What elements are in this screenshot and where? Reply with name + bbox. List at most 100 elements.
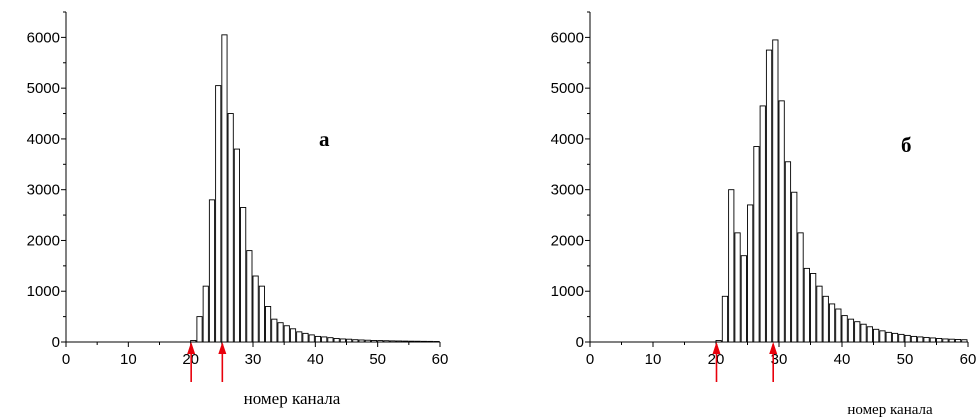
histogram-bar: [942, 338, 949, 343]
histogram-bar: [190, 340, 197, 343]
histogram-bar: [715, 340, 722, 343]
histogram-bar: [296, 331, 303, 343]
histogram-bar: [352, 339, 359, 343]
y-tick-label: 2000: [27, 232, 60, 249]
y-tick-label: 4000: [27, 131, 60, 148]
histogram-bar: [277, 322, 284, 343]
panel-label: б: [901, 133, 912, 157]
histogram-bar: [221, 34, 228, 343]
histogram-bar: [327, 337, 334, 343]
x-tick-label: 30: [771, 351, 788, 368]
histogram-bar: [904, 334, 911, 343]
histogram-bar: [728, 189, 735, 343]
y-tick-label: 2000: [551, 232, 584, 249]
x-tick-label: 30: [245, 351, 262, 368]
histogram-bar: [364, 339, 371, 343]
x-tick-label: 40: [834, 351, 851, 368]
histogram-bar: [740, 255, 747, 343]
y-tick-label: 3000: [27, 182, 60, 199]
histogram-bar: [370, 340, 378, 343]
histogram-bar: [289, 328, 297, 343]
histogram-bar: [753, 146, 760, 343]
x-tick-label: 0: [586, 351, 594, 368]
histogram-bar: [358, 339, 365, 343]
y-tick-label: 5000: [27, 80, 60, 97]
histogram-bar: [929, 337, 936, 343]
histogram-bar: [879, 330, 886, 343]
y-tick-label: 1000: [551, 283, 584, 300]
histogram-bar: [202, 285, 209, 343]
histogram-bar: [339, 338, 346, 343]
histogram-bar: [854, 321, 861, 343]
histogram-bar: [246, 250, 253, 343]
histogram-bar: [240, 207, 247, 343]
histogram-bar: [910, 335, 918, 343]
histogram-bar: [954, 339, 962, 343]
histogram-bar: [377, 340, 384, 343]
x-tick-label: 10: [120, 351, 137, 368]
histogram-bar: [822, 295, 829, 343]
x-tick-label: 50: [897, 351, 914, 368]
histogram-bar: [791, 191, 798, 343]
histogram-bar: [283, 325, 290, 343]
histogram-bar: [402, 340, 409, 343]
histogram-bar: [408, 340, 415, 343]
histogram-bar: [233, 148, 240, 343]
histogram-bar: [252, 275, 259, 343]
histogram-bar: [227, 113, 234, 343]
histogram-bar: [271, 318, 278, 343]
x-tick-label: 0: [62, 351, 70, 368]
y-tick-label: 4000: [551, 131, 584, 148]
histogram-bar: [383, 340, 390, 343]
histogram-bar: [885, 331, 892, 343]
histogram-bar: [841, 315, 848, 343]
histogram-bar: [784, 161, 792, 343]
histogram-bar: [215, 85, 222, 343]
histogram-bar: [847, 318, 855, 343]
histogram-bar: [759, 105, 766, 343]
x-axis-label: номер канала: [847, 402, 933, 418]
histogram-bar: [734, 232, 741, 343]
panel-label: а: [319, 127, 330, 151]
channel-marker-arrow: [187, 342, 196, 382]
x-tick-label: 40: [307, 351, 324, 368]
histogram-bar: [258, 285, 265, 343]
x-tick-label: 50: [369, 351, 386, 368]
histogram-bar: [765, 49, 773, 343]
channel-marker-arrow: [769, 342, 778, 382]
x-tick-label: 60: [432, 351, 449, 368]
x-tick-label: 10: [645, 351, 662, 368]
histogram-bar: [772, 39, 779, 343]
histogram-bar: [898, 333, 905, 343]
histogram-bar: [265, 306, 272, 343]
histogram-bar: [803, 267, 810, 343]
x-axis-label: номер канала: [244, 389, 341, 408]
y-tick-label: 1000: [27, 283, 60, 300]
histogram-bar: [797, 232, 804, 343]
histogram-bar: [873, 328, 880, 343]
channel-marker-arrow: [712, 342, 721, 382]
histogram-bar: [333, 337, 340, 343]
histogram-bar: [395, 340, 403, 343]
histogram-bar: [308, 334, 315, 343]
histogram-bar: [302, 332, 309, 343]
x-tick-label: 60: [960, 351, 977, 368]
histogram-bar: [433, 341, 440, 343]
histogram-bar: [860, 323, 867, 343]
y-tick-label: 5000: [551, 80, 584, 97]
histogram-bar: [346, 338, 353, 343]
y-tick-label: 0: [52, 334, 60, 351]
histogram-bar: [810, 273, 817, 343]
histogram-bar: [721, 295, 729, 343]
histogram-bar: [835, 308, 842, 343]
y-tick-label: 6000: [551, 29, 584, 46]
histogram-bar: [414, 340, 421, 343]
histogram-bar: [389, 340, 396, 343]
histogram-bar: [828, 303, 836, 343]
histogram-bar: [747, 204, 754, 343]
histogram-bar: [923, 336, 930, 343]
histogram-bar: [948, 338, 955, 343]
